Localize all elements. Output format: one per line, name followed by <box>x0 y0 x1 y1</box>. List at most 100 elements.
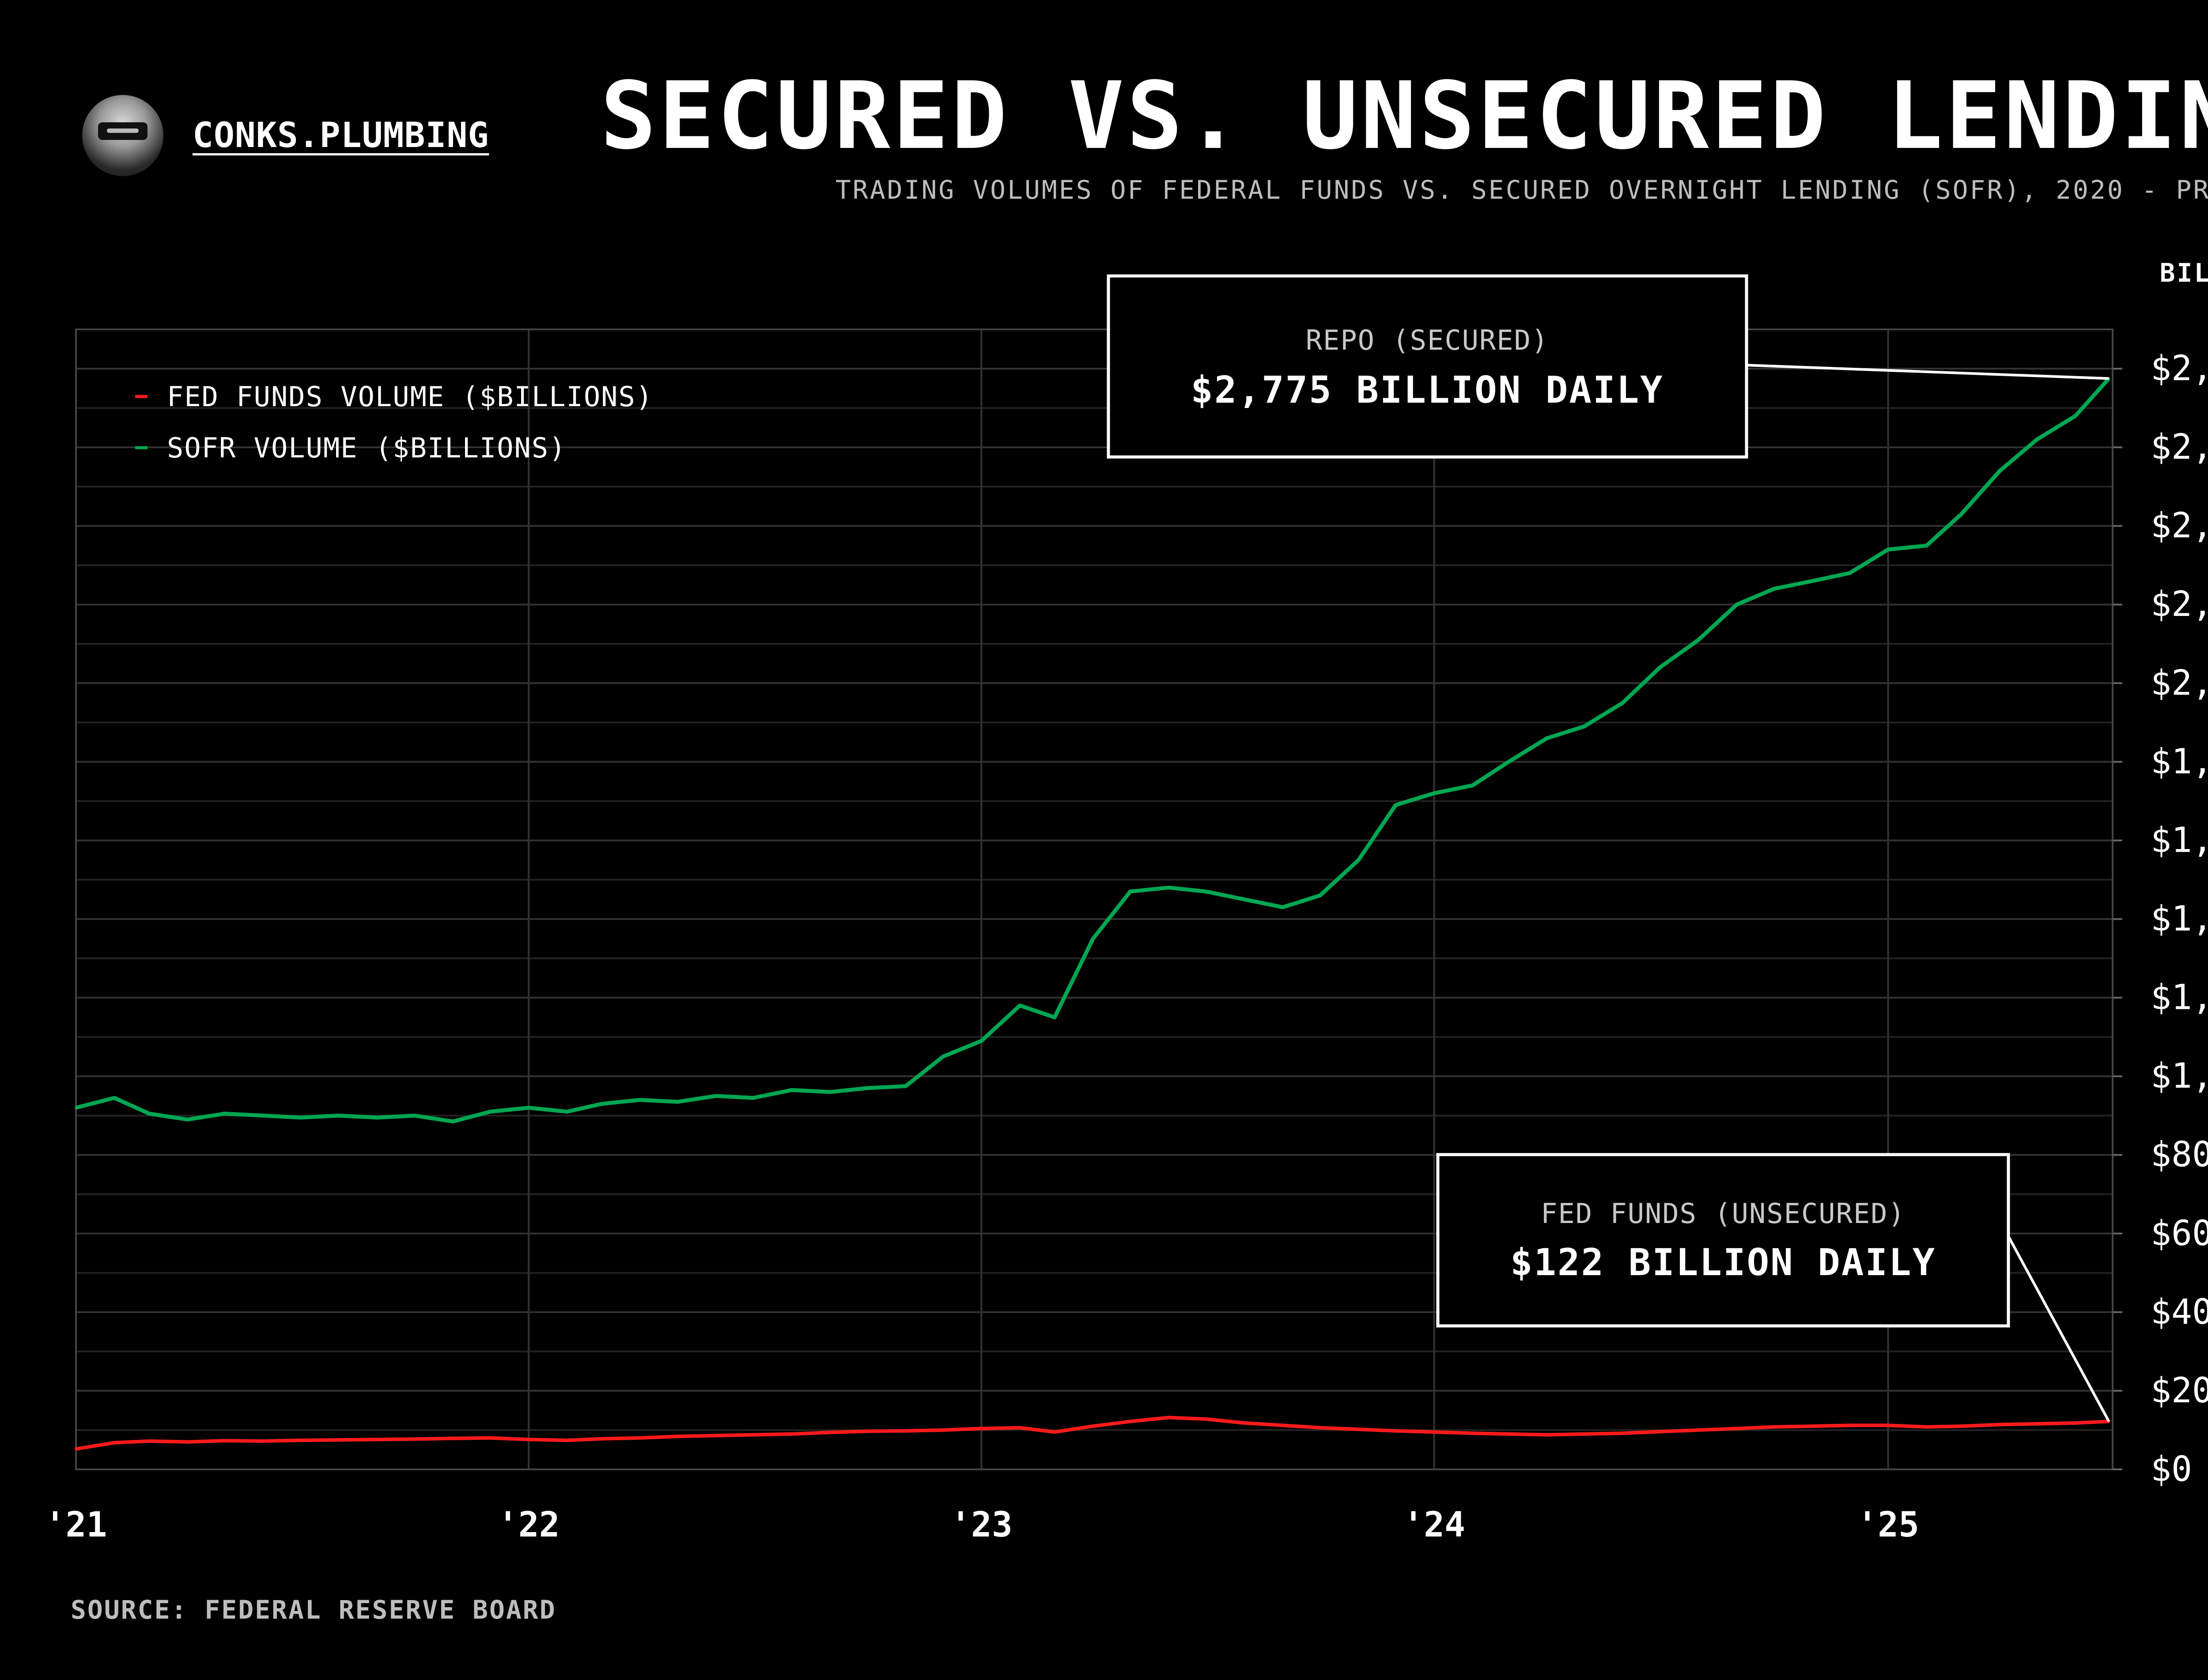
data-point-sofr <box>1394 804 1397 807</box>
data-point-fed-funds <box>1319 1426 1322 1429</box>
data-point-fed-funds <box>1243 1421 1246 1424</box>
data-point-fed-funds <box>75 1447 77 1450</box>
data-point-fed-funds <box>1887 1424 1890 1427</box>
data-point-fed-funds <box>1053 1431 1056 1434</box>
data-point-fed-funds <box>1848 1424 1851 1427</box>
data-point-sofr <box>600 1102 603 1105</box>
data-point-sofr <box>1925 544 1928 547</box>
data-point-sofr <box>186 1118 189 1121</box>
data-point-fed-funds <box>1735 1427 1738 1430</box>
data-point-sofr <box>1848 572 1851 575</box>
data-point-sofr <box>1053 1016 1056 1019</box>
data-point-sofr <box>262 1114 265 1117</box>
data-point-fed-funds <box>1471 1432 1474 1435</box>
data-point-fed-funds <box>376 1438 379 1441</box>
y-tick-label: $2,000 <box>2151 663 2208 703</box>
data-point-fed-funds <box>1357 1428 1360 1431</box>
data-point-fed-funds <box>866 1430 869 1433</box>
annotation-repo-leader <box>1746 364 2109 380</box>
data-point-fed-funds <box>1167 1416 1170 1419</box>
data-point-sofr <box>1583 725 1586 728</box>
data-point-fed-funds <box>1018 1426 1021 1429</box>
data-point-fed-funds <box>1960 1425 1963 1428</box>
series-layer <box>75 377 2110 1451</box>
y-tick-label: $400 <box>2151 1292 2208 1332</box>
data-point-sofr <box>1092 937 1095 940</box>
data-point-sofr <box>904 1084 907 1087</box>
y-tick-label: $1,600 <box>2151 820 2208 860</box>
data-point-fed-funds <box>904 1429 907 1432</box>
y-tick-label: $2,200 <box>2151 585 2208 624</box>
data-point-sofr <box>451 1120 454 1123</box>
data-point-sofr <box>2035 438 2038 441</box>
data-point-sofr <box>376 1116 379 1119</box>
legend: FED FUNDS VOLUME ($BILLIONS) SOFR VOLUME… <box>135 381 653 464</box>
data-point-sofr <box>1960 513 1963 516</box>
y-tick-label: $1,400 <box>2151 899 2208 939</box>
data-point-fed-funds <box>451 1437 454 1440</box>
data-point-sofr <box>1319 894 1322 897</box>
data-point-sofr <box>1621 701 1624 704</box>
legend-label-fed-funds: FED FUNDS VOLUME ($BILLIONS) <box>167 381 653 413</box>
data-point-fed-funds <box>1394 1429 1397 1432</box>
plot-frame <box>75 328 2113 1470</box>
y-tick-label: $2,800 <box>2151 349 2208 389</box>
data-point-sofr <box>1471 784 1474 787</box>
data-point-fed-funds <box>1204 1418 1207 1421</box>
brand-name[interactable]: CONKS.PLUMBING <box>193 116 489 155</box>
data-point-fed-funds <box>600 1437 603 1440</box>
data-point-sofr <box>866 1087 869 1090</box>
annotation-repo: REPO (SECURED) $2,775 BILLION DAILY <box>1107 274 2109 459</box>
data-point-fed-funds <box>337 1438 340 1442</box>
data-point-sofr <box>299 1116 302 1119</box>
data-point-fed-funds <box>1129 1420 1132 1423</box>
annotation-fed-funds-label: FED FUNDS (UNSECURED) <box>1541 1197 1906 1230</box>
annotation-fed-funds: FED FUNDS (UNSECURED) $122 BILLION DAILY <box>1436 1153 2110 1422</box>
data-point-sofr <box>1167 886 1170 889</box>
annotation-repo-value: $2,775 BILLION DAILY <box>1191 368 1664 412</box>
y-tick-label: $2,400 <box>2151 506 2208 546</box>
data-point-fed-funds <box>1281 1424 1284 1427</box>
x-tick-label: '23 <box>950 1505 1013 1545</box>
data-point-sofr <box>1507 760 1510 763</box>
x-tick-label: '25 <box>1857 1505 1919 1545</box>
data-point-sofr <box>1998 469 2001 472</box>
y-tick-label: $800 <box>2151 1135 2208 1175</box>
data-point-fed-funds <box>752 1433 755 1436</box>
data-point-fed-funds <box>676 1435 679 1438</box>
y-axis: $0 $200 $400 $600 $800 $1,000 $1,200 $1,400 $1,6… <box>2113 349 2208 1489</box>
data-point-sofr <box>752 1096 755 1099</box>
data-point-fed-funds <box>1433 1431 1436 1434</box>
x-tick-label: '22 <box>498 1505 560 1545</box>
data-point-sofr <box>1697 638 1700 642</box>
source-note: SOURCE: FEDERAL RESERVE BOARD <box>71 1595 556 1625</box>
data-point-sofr <box>1546 736 1549 740</box>
series-line-sofr <box>75 377 2110 1124</box>
data-point-fed-funds <box>2035 1422 2038 1425</box>
annotation-fed-funds-box <box>1436 1153 2010 1328</box>
data-point-sofr <box>1129 890 1132 893</box>
data-point-sofr <box>715 1095 718 1098</box>
chart-subtitle: TRADING VOLUMES OF FEDERAL FUNDS VS. SEC… <box>835 175 2208 205</box>
data-point-sofr <box>1811 579 1814 582</box>
y-axis-unit-label: BILLIONS <box>2159 258 2208 288</box>
avatar <box>82 95 163 176</box>
data-point-sofr <box>566 1110 569 1113</box>
data-point-sofr <box>413 1114 416 1117</box>
data-point-fed-funds <box>299 1439 302 1442</box>
x-axis: '21 '22 '23 '24 '25 <box>45 1505 1920 1545</box>
legend-label-sofr: SOFR VOLUME ($BILLIONS) <box>167 432 567 464</box>
data-point-sofr <box>676 1100 679 1103</box>
data-point-fed-funds <box>2074 1421 2077 1424</box>
data-point-fed-funds <box>262 1439 265 1442</box>
data-point-sofr <box>1887 548 1890 551</box>
data-point-fed-funds <box>1507 1432 1510 1435</box>
data-point-fed-funds <box>1925 1425 1928 1428</box>
data-point-fed-funds <box>147 1439 151 1442</box>
annotation-fed-funds-leader <box>2007 1235 2110 1422</box>
data-point-sofr <box>1357 858 1360 861</box>
data-point-fed-funds <box>980 1427 983 1430</box>
data-point-sofr <box>828 1091 832 1094</box>
y-tick-label: $2,600 <box>2151 427 2208 467</box>
